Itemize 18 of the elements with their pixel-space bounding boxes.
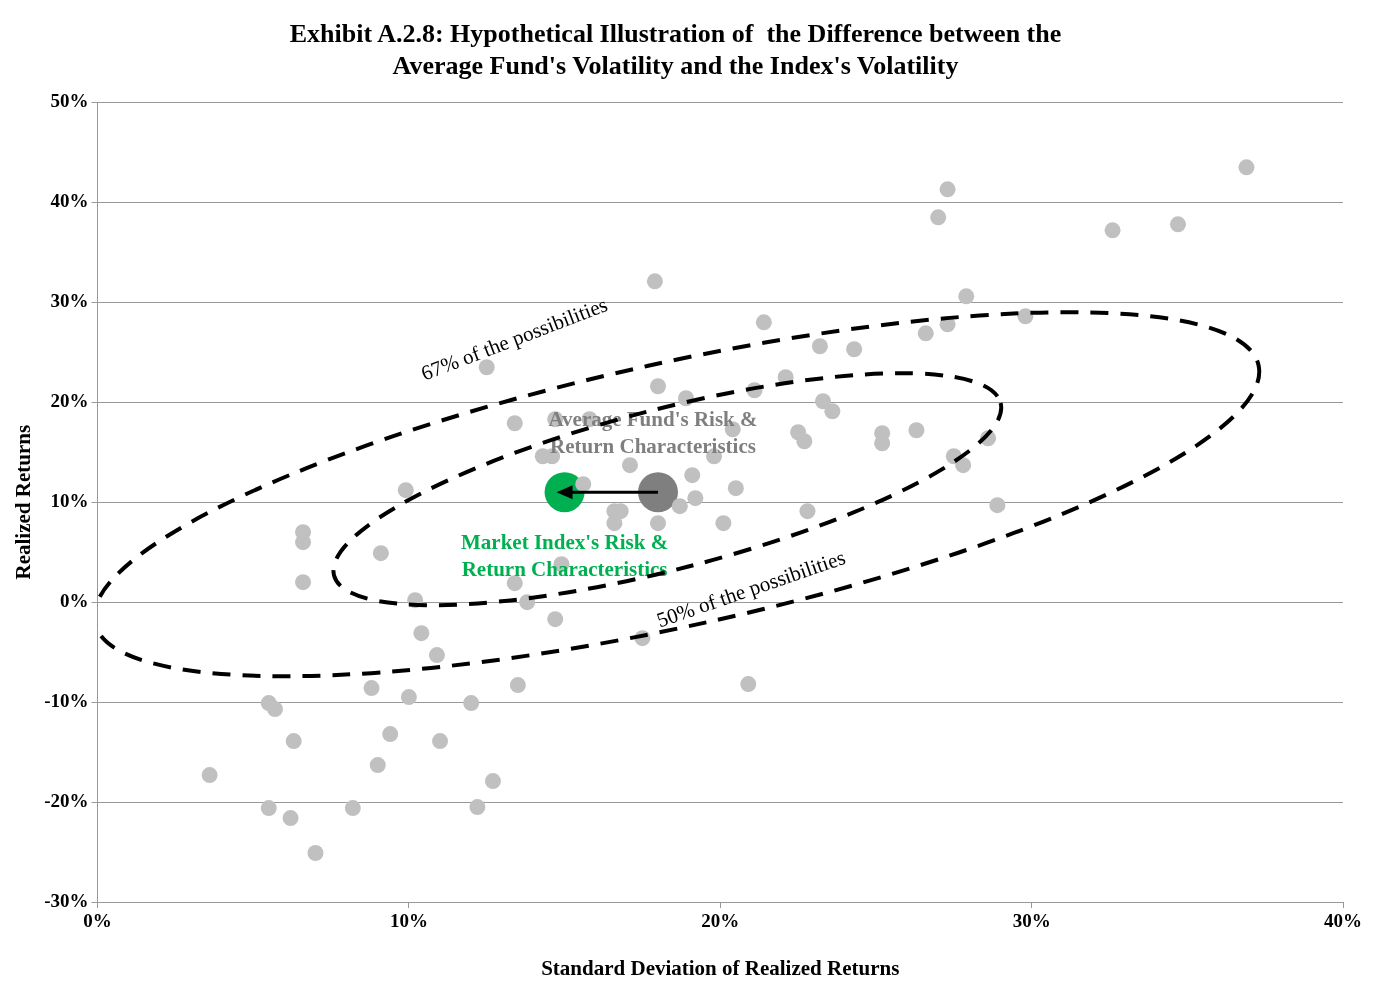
y-tick-label: 10% — [50, 490, 89, 512]
y-tick-label: -30% — [44, 889, 89, 911]
annotation: Market Index's Risk & Return Characteristics — [461, 529, 669, 581]
y-tick-label: 20% — [50, 390, 89, 412]
y-tick-label: 40% — [50, 190, 89, 212]
y-tick-label: 0% — [60, 590, 89, 612]
y-tick-label: 30% — [50, 290, 89, 312]
x-tick-label: 20% — [701, 910, 740, 932]
y-tick-label: 50% — [50, 90, 89, 112]
chart-title: Exhibit A.2.8: Hypothetical Illustration of the Difference between the Average Fund's Volatility and the Index's Volatility — [289, 19, 1062, 80]
x-tick-label: 0% — [83, 910, 112, 932]
x-axis-title: Standard Deviation of Realized Returns — [541, 955, 900, 980]
y-axis-title: Realized Returns — [11, 424, 36, 580]
x-tick-label: 10% — [389, 910, 428, 932]
x-tick-label: 30% — [1012, 910, 1051, 932]
y-tick-label: -20% — [44, 789, 89, 811]
y-tick-label: -10% — [44, 690, 89, 712]
x-tick-label: 40% — [1324, 910, 1362, 932]
